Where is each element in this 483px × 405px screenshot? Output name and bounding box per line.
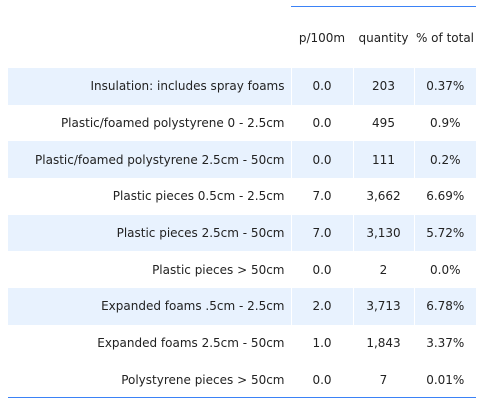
table-row: Polystyrene pieces > 50cm 0.0 7 0.01% [8, 361, 476, 399]
row-quantity: 2 [352, 251, 414, 289]
header-per-100m: p/100m [298, 30, 346, 45]
table-row: Plastic pieces 2.5cm - 50cm 7.0 3,130 5.… [8, 214, 476, 252]
data-table: p/100m quantity % of total Insulation: i… [8, 7, 476, 399]
row-percent: 0.37% [413, 68, 476, 105]
table-row: Insulation: includes spray foams 0.0 203… [8, 68, 476, 105]
row-label: Polystyrene pieces > 50cm [121, 372, 285, 387]
row-quantity: 1,843 [352, 324, 414, 362]
row-per-100m: 2.0 [290, 288, 353, 325]
row-percent: 5.72% [413, 214, 476, 252]
row-label: Plastic/foamed polystyrene 0 - 2.5cm [60, 116, 285, 131]
row-percent: 6.78% [413, 288, 476, 325]
row-per-100m: 7.0 [290, 178, 353, 215]
table-row: Plastic pieces > 50cm 0.0 2 0.0% [8, 251, 476, 289]
row-quantity: 3,130 [352, 214, 414, 252]
row-quantity: 7 [352, 361, 414, 399]
data-table-frame: p/100m quantity % of total Insulation: i… [8, 0, 476, 405]
row-label: Plastic pieces 0.5cm - 2.5cm [112, 189, 285, 204]
table-row: Expanded foams 2.5cm - 50cm 1.0 1,843 3.… [8, 324, 476, 362]
header-quantity: quantity [358, 30, 409, 45]
row-per-100m: 0.0 [290, 141, 353, 179]
row-quantity: 495 [352, 104, 414, 142]
row-label: Insulation: includes spray foams [90, 79, 285, 94]
header-row: p/100m quantity % of total [8, 7, 476, 68]
row-per-100m: 0.0 [290, 104, 353, 142]
row-label: Plastic pieces > 50cm [152, 262, 285, 277]
row-label: Expanded foams .5cm - 2.5cm [101, 299, 285, 314]
table-row: Plastic/foamed polystyrene 0 - 2.5cm 0.0… [8, 104, 476, 142]
row-percent: 0.01% [413, 361, 476, 399]
row-percent: 3.37% [413, 324, 476, 362]
row-per-100m: 7.0 [290, 214, 353, 252]
row-percent: 0.0% [413, 251, 476, 289]
row-quantity: 3,713 [352, 288, 414, 325]
table-bottom-rule [8, 397, 476, 398]
header-percent: % of total [415, 30, 475, 45]
row-quantity: 203 [352, 68, 414, 105]
table-row: Plastic/foamed polystyrene 2.5cm - 50cm … [8, 141, 476, 179]
row-per-100m: 0.0 [290, 361, 353, 399]
row-per-100m: 0.0 [290, 251, 353, 289]
row-quantity: 3,662 [352, 178, 414, 215]
table-body: Insulation: includes spray foams 0.0 203… [8, 68, 476, 399]
row-label: Plastic/foamed polystyrene 2.5cm - 50cm [35, 152, 285, 167]
table-row: Expanded foams .5cm - 2.5cm 2.0 3,713 6.… [8, 288, 476, 325]
row-percent: 0.9% [413, 104, 476, 142]
header-label [8, 7, 291, 68]
table-header: p/100m quantity % of total [8, 7, 476, 68]
table-top-rule [291, 6, 476, 7]
row-per-100m: 0.0 [290, 68, 353, 105]
table-row: Plastic pieces 0.5cm - 2.5cm 7.0 3,662 6… [8, 178, 476, 215]
row-label: Plastic pieces 2.5cm - 50cm [116, 226, 285, 241]
row-label: Expanded foams 2.5cm - 50cm [97, 336, 285, 351]
row-percent: 6.69% [413, 178, 476, 215]
row-percent: 0.2% [413, 141, 476, 179]
row-per-100m: 1.0 [290, 324, 353, 362]
row-quantity: 111 [352, 141, 414, 179]
